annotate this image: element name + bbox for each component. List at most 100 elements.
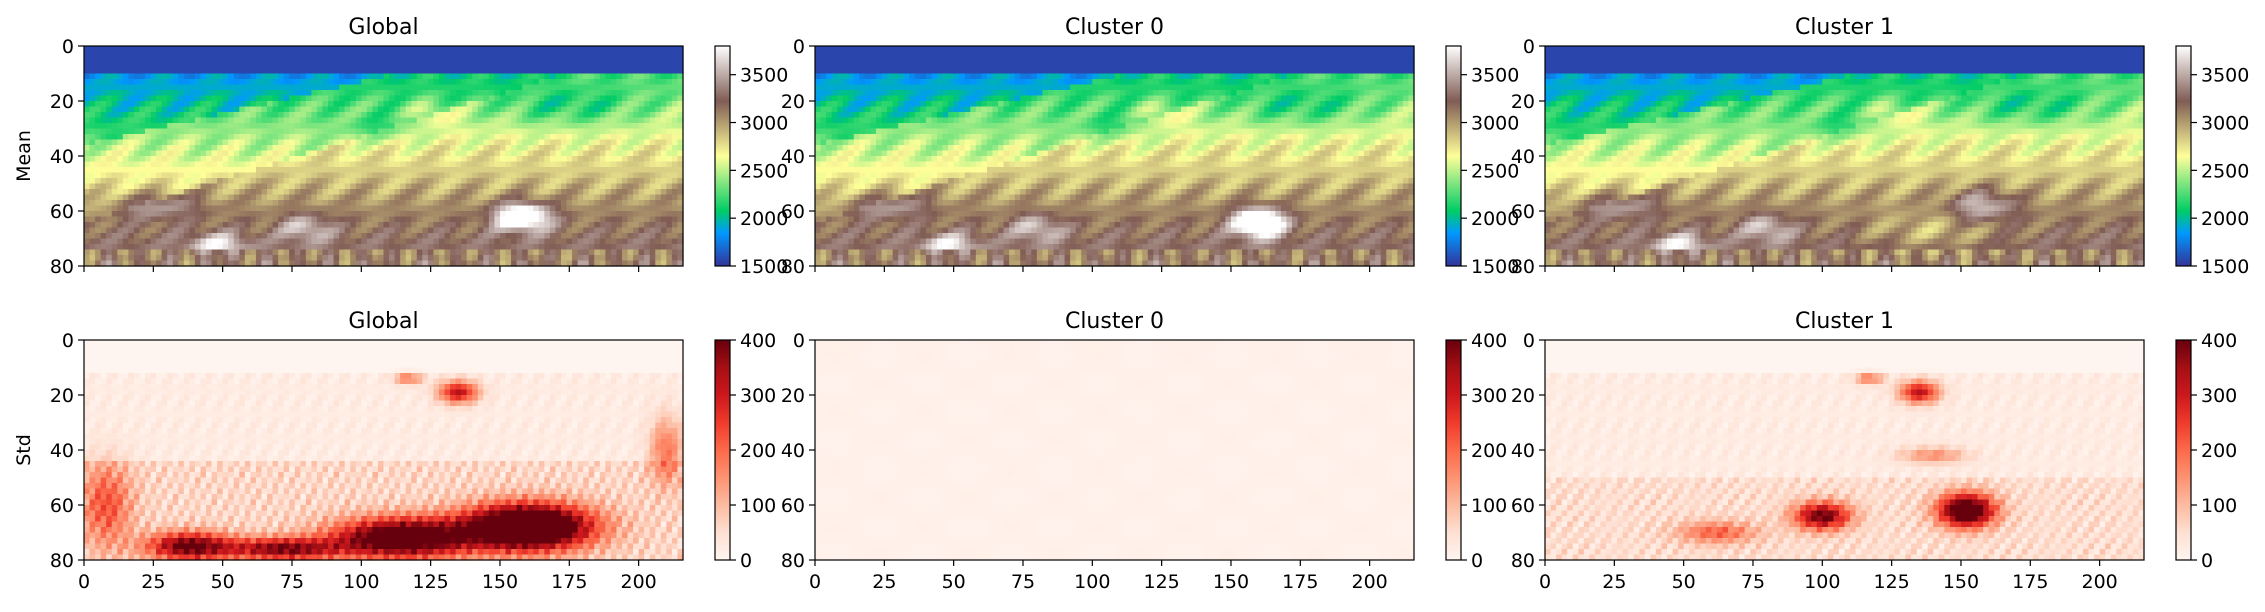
heatmap-cell [948, 57, 954, 63]
heatmap-cell [622, 178, 628, 184]
heatmap-cell [217, 200, 223, 206]
heatmap-cell [339, 96, 345, 102]
heatmap-cell [350, 79, 356, 85]
heatmap-cell [411, 189, 417, 195]
heatmap-cell [666, 200, 672, 206]
heatmap-cell [561, 250, 567, 256]
heatmap-cell [267, 211, 273, 217]
heatmap-cell [250, 156, 256, 162]
heatmap-cell [106, 57, 112, 63]
heatmap-cell [200, 129, 206, 135]
heatmap-cell [467, 96, 473, 102]
heatmap-cell [361, 156, 367, 162]
heatmap-cell [289, 211, 295, 217]
heatmap-cell [500, 189, 506, 195]
heatmap-cell [367, 239, 373, 245]
heatmap-cell [117, 123, 123, 129]
heatmap-cell [206, 134, 212, 140]
heatmap-cell [239, 222, 245, 228]
heatmap-cell [622, 118, 628, 124]
heatmap-cell [139, 118, 145, 124]
heatmap-cell [400, 189, 406, 195]
y-tick-label: 40 [50, 146, 74, 168]
heatmap-cell [195, 233, 201, 239]
heatmap-cell [273, 129, 279, 135]
heatmap-cell [406, 134, 412, 140]
heatmap-cell [661, 244, 667, 250]
heatmap-cell [1292, 68, 1298, 74]
heatmap-cell [445, 107, 451, 113]
heatmap-cell [206, 118, 212, 124]
heatmap-cell [234, 162, 240, 168]
heatmap-cell [84, 101, 90, 107]
heatmap-cell [666, 222, 672, 228]
heatmap-cell [467, 211, 473, 217]
heatmap-cell [372, 46, 378, 52]
heatmap-cell [483, 167, 489, 173]
heatmap-cell [533, 211, 539, 217]
heatmap-cell [328, 222, 334, 228]
heatmap-cell [1286, 74, 1292, 80]
heatmap-cell [189, 255, 195, 261]
heatmap-cell [555, 244, 561, 250]
heatmap-cell [1098, 74, 1104, 80]
heatmap-cell [306, 63, 312, 69]
heatmap-cell [583, 118, 589, 124]
heatmap-cell [195, 134, 201, 140]
heatmap-cell [511, 145, 517, 151]
heatmap-cell [605, 167, 611, 173]
heatmap-cell [356, 112, 362, 118]
heatmap-cell [195, 195, 201, 201]
heatmap-cell [478, 46, 484, 52]
heatmap-cell [616, 79, 622, 85]
heatmap-cell [544, 151, 550, 157]
heatmap-cell [821, 46, 827, 52]
heatmap-cell [672, 140, 678, 146]
heatmap-cell [583, 239, 589, 245]
heatmap-cell [550, 200, 556, 206]
heatmap-cell [633, 162, 639, 168]
heatmap-cell [837, 68, 843, 74]
heatmap-cell [461, 250, 467, 256]
heatmap-cell [178, 217, 184, 223]
heatmap-cell [90, 140, 96, 146]
heatmap-cell [511, 107, 517, 113]
heatmap-cell [539, 68, 545, 74]
heatmap-cell [445, 184, 451, 190]
heatmap-cell [467, 189, 473, 195]
heatmap-cell [489, 96, 495, 102]
heatmap-cell [345, 79, 351, 85]
heatmap-cell [267, 184, 273, 190]
heatmap-cell [500, 250, 506, 256]
heatmap-cell [101, 255, 107, 261]
heatmap-cell [644, 195, 650, 201]
heatmap-cell [372, 178, 378, 184]
heatmap-cell [278, 107, 284, 113]
heatmap-cell [500, 129, 506, 135]
heatmap-cell [517, 162, 523, 168]
heatmap-cell [95, 250, 101, 256]
heatmap-cell [555, 162, 561, 168]
heatmap-cell [439, 68, 445, 74]
heatmap-cell [361, 228, 367, 234]
heatmap-cell [561, 233, 567, 239]
heatmap-cell [500, 156, 506, 162]
heatmap-cell [931, 57, 937, 63]
heatmap-cell [589, 118, 595, 124]
heatmap-cell [1397, 68, 1403, 74]
heatmap-cell [145, 63, 151, 69]
heatmap-cell [162, 200, 168, 206]
heatmap-cell [666, 112, 672, 118]
heatmap-cell [162, 233, 168, 239]
heatmap-cell [322, 112, 328, 118]
heatmap-cell [117, 184, 123, 190]
heatmap-cell [389, 129, 395, 135]
heatmap-cell [156, 255, 162, 261]
heatmap-cell [920, 52, 926, 58]
heatmap-cell [350, 57, 356, 63]
heatmap-cell [511, 63, 517, 69]
heatmap-cell [1087, 46, 1093, 52]
heatmap-cell [295, 79, 301, 85]
heatmap-cell [1270, 57, 1276, 63]
heatmap-cell [101, 79, 107, 85]
